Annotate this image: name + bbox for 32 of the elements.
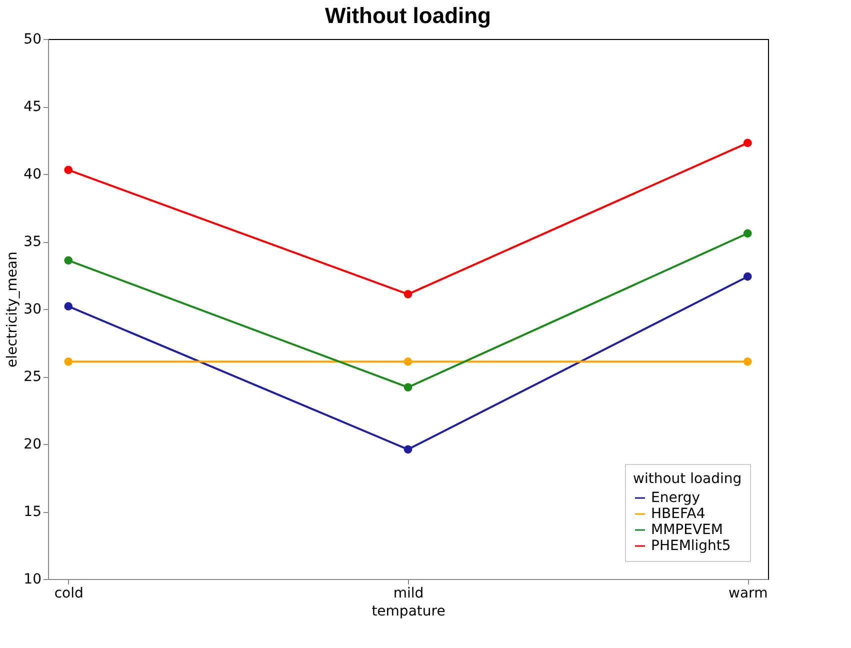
y-tick-label: 10 — [24, 572, 42, 588]
point — [404, 445, 412, 454]
point — [64, 256, 73, 265]
y-tick-label: 30 — [24, 302, 42, 318]
y-tick-label: 20 — [24, 436, 42, 452]
y-axis-title: electricity_mean — [4, 251, 21, 368]
legend-label: MMPEVEM — [651, 522, 723, 538]
legend-title: without loading — [633, 471, 742, 487]
point — [743, 272, 752, 281]
point — [743, 138, 752, 148]
x-tick-label: mild — [393, 586, 424, 602]
point — [64, 357, 73, 366]
point — [404, 357, 412, 366]
y-tick-label: 50 — [24, 32, 42, 48]
legend-label: Energy — [651, 490, 700, 506]
x-axis-title: tempature — [372, 604, 446, 620]
point — [404, 383, 412, 392]
y-tick-label: 15 — [24, 504, 42, 520]
y-tick-label: 40 — [24, 166, 42, 182]
point — [64, 302, 73, 310]
point — [743, 357, 752, 366]
y-tick-label: 35 — [24, 234, 42, 250]
legend-label: HBEFA4 — [651, 506, 706, 522]
x-tick-label: cold — [54, 586, 84, 602]
point — [743, 229, 752, 238]
x-tick-label: warm — [728, 586, 768, 602]
chart-title: Without loading — [325, 3, 491, 28]
y-tick-label: 45 — [24, 99, 42, 115]
legend-label: PHEMlight5 — [651, 538, 731, 554]
y-tick-label: 25 — [24, 369, 42, 385]
point — [404, 290, 412, 298]
point — [64, 166, 73, 174]
